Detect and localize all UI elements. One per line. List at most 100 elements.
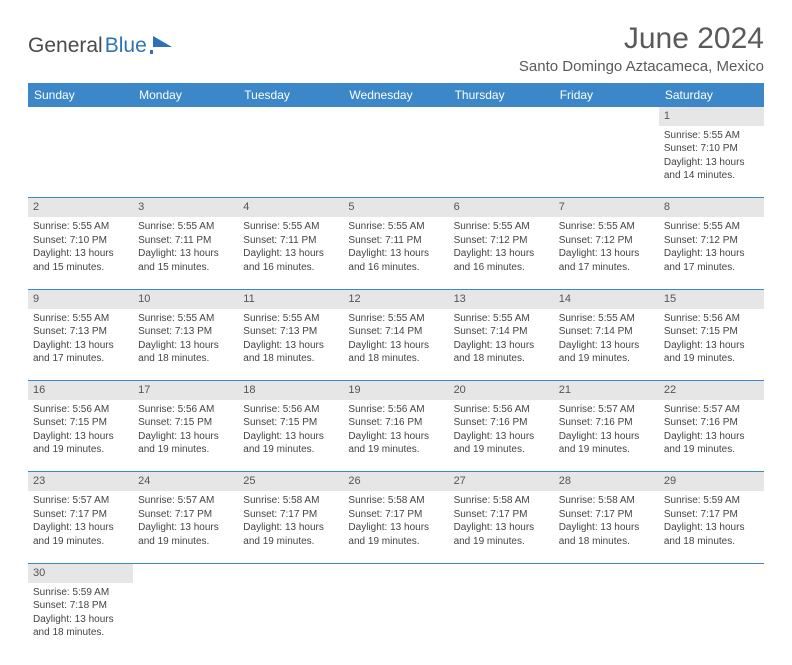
weekday-header: Friday bbox=[554, 83, 659, 107]
day-content-row: Sunrise: 5:59 AMSunset: 7:18 PMDaylight:… bbox=[28, 583, 764, 655]
sunrise-line: Sunrise: 5:56 AM bbox=[33, 403, 128, 417]
day-cell: Sunrise: 5:58 AMSunset: 7:17 PMDaylight:… bbox=[554, 491, 659, 563]
day-number-cell: 29 bbox=[659, 472, 764, 491]
weekday-header: Wednesday bbox=[343, 83, 448, 107]
day-cell bbox=[133, 126, 238, 198]
day-cell: Sunrise: 5:57 AMSunset: 7:17 PMDaylight:… bbox=[133, 491, 238, 563]
daylight-line: Daylight: 13 hours and 19 minutes. bbox=[348, 430, 443, 457]
weekday-header: Saturday bbox=[659, 83, 764, 107]
day-cell: Sunrise: 5:55 AMSunset: 7:12 PMDaylight:… bbox=[449, 217, 554, 289]
sunset-line: Sunset: 7:16 PM bbox=[454, 416, 549, 430]
day-number-cell: 1 bbox=[659, 107, 764, 126]
day-number-cell: 2 bbox=[28, 198, 133, 217]
day-cell: Sunrise: 5:55 AMSunset: 7:11 PMDaylight:… bbox=[238, 217, 343, 289]
sunrise-line: Sunrise: 5:59 AM bbox=[33, 586, 128, 600]
day-number-cell bbox=[554, 107, 659, 126]
sunset-line: Sunset: 7:17 PM bbox=[664, 508, 759, 522]
page-title: June 2024 bbox=[519, 22, 764, 56]
day-content-row: Sunrise: 5:55 AMSunset: 7:10 PMDaylight:… bbox=[28, 126, 764, 198]
day-cell: Sunrise: 5:58 AMSunset: 7:17 PMDaylight:… bbox=[343, 491, 448, 563]
daylight-line: Daylight: 13 hours and 19 minutes. bbox=[454, 521, 549, 548]
daylight-line: Daylight: 13 hours and 17 minutes. bbox=[559, 247, 654, 274]
day-number-cell: 18 bbox=[238, 381, 343, 400]
day-number-cell: 6 bbox=[449, 198, 554, 217]
sunset-line: Sunset: 7:17 PM bbox=[559, 508, 654, 522]
day-number-cell: 17 bbox=[133, 381, 238, 400]
day-number-cell bbox=[133, 107, 238, 126]
day-cell: Sunrise: 5:56 AMSunset: 7:16 PMDaylight:… bbox=[343, 400, 448, 472]
day-cell bbox=[238, 126, 343, 198]
calendar-table: Sunday Monday Tuesday Wednesday Thursday… bbox=[28, 83, 764, 655]
day-number-cell: 26 bbox=[343, 472, 448, 491]
day-cell bbox=[659, 583, 764, 655]
day-number-cell bbox=[343, 107, 448, 126]
daylight-line: Daylight: 13 hours and 18 minutes. bbox=[454, 339, 549, 366]
day-number-cell: 3 bbox=[133, 198, 238, 217]
sunset-line: Sunset: 7:12 PM bbox=[559, 234, 654, 248]
day-cell: Sunrise: 5:55 AMSunset: 7:10 PMDaylight:… bbox=[659, 126, 764, 198]
daylight-line: Daylight: 13 hours and 14 minutes. bbox=[664, 156, 759, 183]
page-header: General Blue June 2024 Santo Domingo Azt… bbox=[28, 22, 764, 75]
daylight-line: Daylight: 13 hours and 15 minutes. bbox=[33, 247, 128, 274]
sunset-line: Sunset: 7:17 PM bbox=[138, 508, 233, 522]
daylight-line: Daylight: 13 hours and 19 minutes. bbox=[243, 430, 338, 457]
daylight-line: Daylight: 13 hours and 19 minutes. bbox=[664, 339, 759, 366]
day-content-row: Sunrise: 5:55 AMSunset: 7:13 PMDaylight:… bbox=[28, 309, 764, 381]
day-cell: Sunrise: 5:56 AMSunset: 7:15 PMDaylight:… bbox=[28, 400, 133, 472]
sunrise-line: Sunrise: 5:55 AM bbox=[348, 220, 443, 234]
day-number-cell: 9 bbox=[28, 289, 133, 308]
location-text: Santo Domingo Aztacameca, Mexico bbox=[519, 58, 764, 75]
day-cell bbox=[238, 583, 343, 655]
daynum-row: 30 bbox=[28, 563, 764, 582]
day-cell: Sunrise: 5:55 AMSunset: 7:13 PMDaylight:… bbox=[238, 309, 343, 381]
day-number-cell: 23 bbox=[28, 472, 133, 491]
day-cell bbox=[449, 583, 554, 655]
day-cell: Sunrise: 5:58 AMSunset: 7:17 PMDaylight:… bbox=[449, 491, 554, 563]
sunrise-line: Sunrise: 5:55 AM bbox=[33, 312, 128, 326]
day-cell: Sunrise: 5:56 AMSunset: 7:15 PMDaylight:… bbox=[659, 309, 764, 381]
daynum-row: 9101112131415 bbox=[28, 289, 764, 308]
sunrise-line: Sunrise: 5:56 AM bbox=[454, 403, 549, 417]
sunrise-line: Sunrise: 5:55 AM bbox=[348, 312, 443, 326]
sunset-line: Sunset: 7:11 PM bbox=[138, 234, 233, 248]
sunset-line: Sunset: 7:10 PM bbox=[664, 142, 759, 156]
daynum-row: 2345678 bbox=[28, 198, 764, 217]
daylight-line: Daylight: 13 hours and 19 minutes. bbox=[454, 430, 549, 457]
sunrise-line: Sunrise: 5:55 AM bbox=[243, 220, 338, 234]
day-number-cell bbox=[238, 107, 343, 126]
sunset-line: Sunset: 7:17 PM bbox=[33, 508, 128, 522]
day-number-cell: 21 bbox=[554, 381, 659, 400]
day-cell: Sunrise: 5:57 AMSunset: 7:17 PMDaylight:… bbox=[28, 491, 133, 563]
sunset-line: Sunset: 7:11 PM bbox=[348, 234, 443, 248]
daylight-line: Daylight: 13 hours and 19 minutes. bbox=[664, 430, 759, 457]
day-cell bbox=[133, 583, 238, 655]
daylight-line: Daylight: 13 hours and 16 minutes. bbox=[243, 247, 338, 274]
sunset-line: Sunset: 7:12 PM bbox=[664, 234, 759, 248]
day-number-cell bbox=[343, 563, 448, 582]
day-number-cell: 25 bbox=[238, 472, 343, 491]
daylight-line: Daylight: 13 hours and 19 minutes. bbox=[138, 430, 233, 457]
daylight-line: Daylight: 13 hours and 18 minutes. bbox=[33, 613, 128, 640]
sunset-line: Sunset: 7:17 PM bbox=[243, 508, 338, 522]
sunset-line: Sunset: 7:13 PM bbox=[33, 325, 128, 339]
day-number-cell: 12 bbox=[343, 289, 448, 308]
day-cell: Sunrise: 5:59 AMSunset: 7:17 PMDaylight:… bbox=[659, 491, 764, 563]
daylight-line: Daylight: 13 hours and 19 minutes. bbox=[559, 339, 654, 366]
daylight-line: Daylight: 13 hours and 18 minutes. bbox=[348, 339, 443, 366]
daylight-line: Daylight: 13 hours and 18 minutes. bbox=[138, 339, 233, 366]
sunrise-line: Sunrise: 5:57 AM bbox=[138, 494, 233, 508]
day-cell bbox=[343, 583, 448, 655]
daynum-row: 23242526272829 bbox=[28, 472, 764, 491]
calendar-page: General Blue June 2024 Santo Domingo Azt… bbox=[0, 0, 792, 665]
day-number-cell: 15 bbox=[659, 289, 764, 308]
daylight-line: Daylight: 13 hours and 19 minutes. bbox=[33, 521, 128, 548]
day-number-cell bbox=[133, 563, 238, 582]
daylight-line: Daylight: 13 hours and 15 minutes. bbox=[138, 247, 233, 274]
day-cell bbox=[343, 126, 448, 198]
sunrise-line: Sunrise: 5:55 AM bbox=[559, 312, 654, 326]
day-number-cell bbox=[238, 563, 343, 582]
day-cell: Sunrise: 5:55 AMSunset: 7:14 PMDaylight:… bbox=[343, 309, 448, 381]
sunrise-line: Sunrise: 5:57 AM bbox=[33, 494, 128, 508]
weekday-header: Thursday bbox=[449, 83, 554, 107]
sunset-line: Sunset: 7:14 PM bbox=[454, 325, 549, 339]
